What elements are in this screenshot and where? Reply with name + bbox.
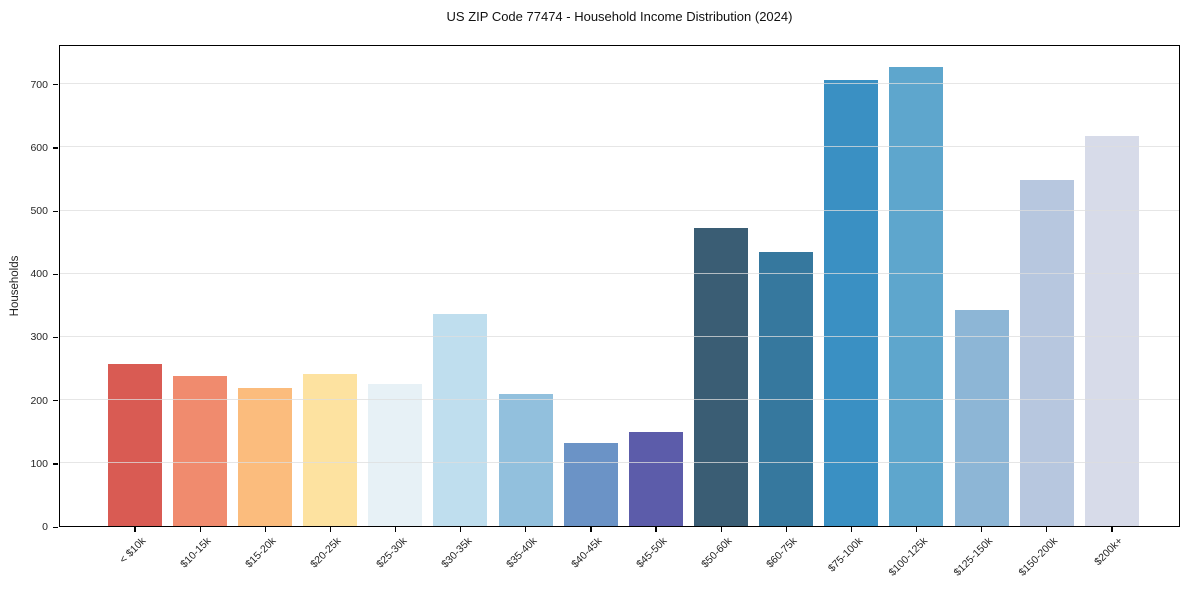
x-tick-label: $20-25k bbox=[308, 535, 344, 571]
y-tick-mark bbox=[53, 273, 58, 275]
y-tick-label: 600 bbox=[30, 141, 48, 154]
x-tick-label: < $10k bbox=[117, 535, 149, 566]
x-tick-mark bbox=[590, 527, 592, 532]
x-tick-mark bbox=[394, 527, 397, 532]
gridline-y-400 bbox=[60, 272, 1179, 274]
y-tick-label: 400 bbox=[30, 268, 48, 281]
x-tick-mark bbox=[720, 527, 722, 532]
y-tick-label: 300 bbox=[30, 331, 48, 344]
x-tick-mark bbox=[460, 527, 462, 532]
x-tick-label: $125-150k bbox=[951, 535, 996, 579]
bar-$125-150k bbox=[954, 310, 1009, 526]
gridline-y-600 bbox=[60, 146, 1179, 148]
x-tick-mark bbox=[1046, 527, 1048, 532]
gridline-y-200 bbox=[60, 399, 1179, 401]
x-tick-mark bbox=[916, 527, 918, 532]
x-tick-label: $40-45k bbox=[569, 535, 605, 571]
gridline-y-500 bbox=[60, 209, 1179, 211]
bar-$50-60k bbox=[694, 228, 748, 526]
y-tick-mark bbox=[53, 526, 58, 528]
x-tick-mark bbox=[264, 527, 266, 532]
x-tick-mark bbox=[850, 527, 853, 532]
bar-$15-20k bbox=[238, 388, 293, 526]
x-tick-label: $150-200k bbox=[1016, 535, 1061, 579]
x-tick-label: $35-40k bbox=[503, 535, 540, 571]
bar-$60-75k bbox=[759, 252, 814, 526]
bar-$35-40k bbox=[498, 394, 553, 526]
bar-$75-100k bbox=[824, 80, 879, 526]
y-tick-label: 100 bbox=[30, 457, 48, 470]
x-tick-label: $45-50k bbox=[634, 535, 670, 571]
y-axis-label: Households bbox=[9, 255, 21, 317]
x-tick-label: $200k+ bbox=[1092, 535, 1126, 569]
x-tick-label: $25-30k bbox=[373, 535, 410, 571]
x-tick-mark bbox=[525, 527, 527, 532]
y-tick-mark bbox=[53, 463, 58, 465]
y-tick-label: 500 bbox=[30, 205, 48, 218]
x-tick-label: $75-100k bbox=[825, 535, 865, 575]
x-tick-label: $100-125k bbox=[886, 535, 931, 579]
bar-$30-35k bbox=[433, 314, 488, 526]
bar-$25-30k bbox=[368, 384, 423, 526]
bar-$200k+ bbox=[1084, 136, 1139, 526]
x-tick-label: $60-75k bbox=[764, 535, 800, 571]
bar-< $10k bbox=[107, 364, 162, 526]
bar-$150-200k bbox=[1019, 180, 1074, 526]
x-tick-mark bbox=[134, 527, 136, 532]
bar-$100-125k bbox=[889, 67, 944, 526]
x-tick-mark bbox=[785, 527, 787, 532]
x-tick-mark bbox=[1111, 527, 1113, 532]
bar-$10-15k bbox=[172, 376, 227, 526]
x-tick-mark bbox=[981, 527, 983, 532]
bar-$45-50k bbox=[628, 432, 683, 526]
y-tick-mark bbox=[53, 147, 58, 149]
y-tick-mark bbox=[53, 84, 58, 86]
y-tick-mark bbox=[53, 336, 58, 339]
chart-title: US ZIP Code 77474 - Household Income Dis… bbox=[446, 9, 793, 24]
y-tick-mark bbox=[53, 210, 58, 212]
bar-$40-45k bbox=[563, 443, 618, 526]
x-tick-mark bbox=[329, 527, 331, 532]
x-tick-label: $15-20k bbox=[243, 535, 279, 571]
gridline-y-100 bbox=[60, 462, 1179, 464]
x-tick-mark bbox=[655, 527, 657, 532]
plot-area bbox=[59, 45, 1180, 527]
x-tick-label: $30-35k bbox=[438, 535, 475, 571]
y-tick-label: 200 bbox=[30, 394, 48, 407]
y-tick-label: 0 bbox=[42, 521, 48, 533]
bar-$20-25k bbox=[303, 374, 358, 526]
gridline-y-700 bbox=[60, 83, 1179, 85]
y-tick-label: 700 bbox=[30, 78, 48, 91]
gridline-y-300 bbox=[60, 336, 1179, 337]
y-tick-mark bbox=[53, 400, 58, 402]
x-tick-mark bbox=[199, 527, 201, 532]
x-tick-label: $50-60k bbox=[699, 535, 735, 571]
x-tick-label: $10-15k bbox=[178, 535, 214, 571]
